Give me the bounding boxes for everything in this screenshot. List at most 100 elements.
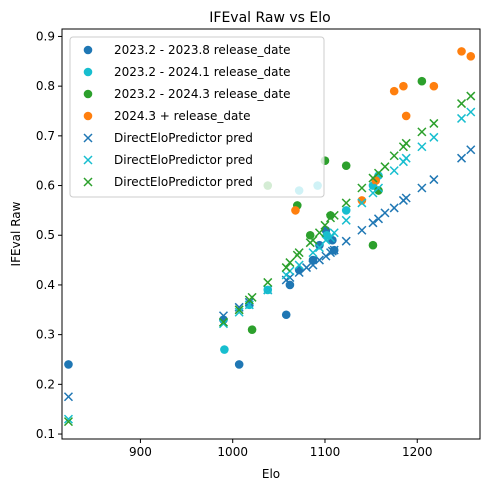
y-tick-label: 0.9 [36, 29, 55, 43]
y-tick-label: 0.7 [36, 129, 55, 143]
legend-label: 2024.3 + release_date [114, 109, 251, 123]
y-axis-title: IFEval Raw [9, 201, 23, 266]
data-point-circle [417, 76, 427, 86]
legend-marker [83, 133, 93, 143]
data-point-x [373, 183, 384, 193]
data-point-circle [389, 86, 399, 96]
data-point-x [457, 99, 467, 109]
data-point-x [389, 166, 399, 176]
x-axis: 900 1000 1100 1200 [129, 439, 433, 459]
legend-marker [83, 89, 93, 99]
data-point-x [281, 263, 291, 273]
data-point-circle [399, 81, 408, 91]
data-point-x [357, 198, 367, 208]
data-point-x [329, 228, 339, 238]
legend-marker [83, 155, 93, 165]
legend-label: DirectEloPredictor pred [114, 131, 253, 145]
data-point-x [429, 132, 439, 142]
data-point-x [401, 138, 411, 148]
data-point-x [380, 208, 390, 218]
data-point-circle [281, 310, 291, 320]
data-point-x [357, 225, 367, 235]
data-point-x [325, 233, 336, 243]
data-point-circle [357, 196, 367, 205]
data-point-circle [368, 240, 378, 250]
data-point-x [380, 162, 390, 172]
data-point-x [321, 251, 331, 261]
plot-area [63, 47, 476, 427]
data-point-circle [220, 345, 229, 354]
legend-label: DirectEloPredictor pred [114, 153, 253, 167]
data-point-x [218, 311, 229, 321]
series-3 [291, 47, 476, 215]
data-point-circle [247, 325, 257, 334]
data-point-x [417, 183, 427, 193]
legend-label: DirectEloPredictor pred [114, 175, 253, 189]
y-tick-label: 0.4 [36, 278, 55, 292]
data-point-x [294, 260, 304, 270]
legend-marker [83, 177, 93, 187]
data-point-x [429, 175, 439, 185]
data-point-circle [374, 186, 383, 195]
data-point-x [294, 267, 304, 278]
x-tick-label: 1000 [217, 445, 248, 459]
legend-marker [83, 45, 93, 55]
legend-box [69, 36, 325, 198]
data-point-x [341, 236, 351, 246]
x-tick-label: 1100 [310, 445, 341, 459]
data-point-x [63, 414, 73, 424]
data-point-x [429, 118, 439, 128]
legend-item: 2023.2 - 2023.8 release_date [83, 43, 291, 57]
data-point-x [263, 285, 273, 295]
legend-item: DirectEloPredictor pred [83, 131, 253, 145]
data-point-x [389, 203, 399, 213]
data-point-circle [457, 47, 466, 56]
data-point-x [368, 218, 378, 228]
data-point-x [341, 215, 351, 225]
data-point-x [308, 260, 318, 270]
y-axis: 0.1 0.2 0.3 0.4 0.5 0.6 0.7 0.8 0.9 [36, 29, 62, 441]
data-point-x [314, 243, 324, 253]
legend-marker [83, 111, 93, 121]
data-point-x [321, 235, 331, 245]
data-point-x [218, 317, 229, 327]
legend-item: DirectEloPredictor pred [83, 153, 253, 167]
data-point-x [244, 297, 254, 307]
legend-marker [83, 67, 93, 77]
data-point-circle [401, 111, 411, 121]
data-point-circle [466, 52, 476, 61]
y-tick-label: 0.5 [36, 228, 55, 242]
data-point-x [263, 277, 273, 287]
data-point-x [234, 307, 244, 317]
data-point-x [357, 183, 367, 193]
data-point-x [401, 153, 411, 163]
legend: 2023.2 - 2023.8 release_date 2023.2 - 202… [69, 36, 325, 198]
data-point-x [417, 142, 427, 152]
data-point-x [218, 319, 229, 329]
data-point-x [285, 258, 295, 268]
y-tick-label: 0.1 [36, 427, 55, 441]
data-point-x [466, 145, 476, 155]
legend-label: 2023.2 - 2024.1 release_date [114, 65, 291, 79]
series-5 [63, 107, 476, 424]
x-tick-label: 1200 [402, 445, 433, 459]
data-point-x [294, 248, 304, 258]
x-axis-title: Elo [262, 467, 280, 481]
data-point-circle [234, 360, 244, 369]
data-point-x [247, 292, 257, 302]
data-point-circle [64, 360, 73, 369]
data-point-circle [305, 230, 315, 240]
data-point-x [466, 91, 476, 101]
data-point-x [417, 127, 427, 137]
data-point-x [341, 198, 351, 208]
data-point-circle [429, 81, 439, 91]
legend-item: 2023.2 - 2024.1 release_date [83, 65, 291, 79]
data-point-x [314, 255, 324, 265]
data-point-x [466, 107, 476, 117]
legend-label: 2023.2 - 2024.3 release_date [114, 87, 291, 101]
y-tick-label: 0.6 [36, 179, 55, 193]
legend-item: 2023.2 - 2024.3 release_date [83, 87, 291, 101]
data-point-circle [341, 161, 351, 170]
data-point-x [401, 193, 411, 203]
